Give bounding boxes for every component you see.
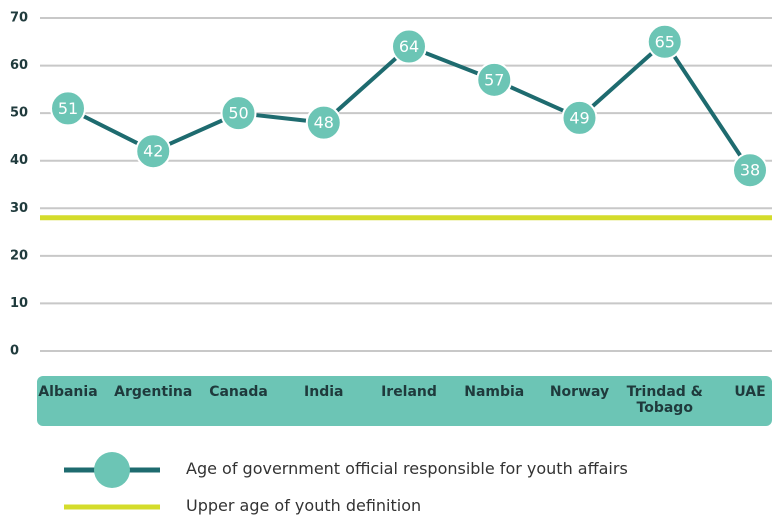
x-tick-label: Canada	[209, 384, 268, 400]
x-tick-label: UAE	[734, 384, 766, 400]
x-tick-label: Nambia	[464, 384, 525, 400]
category-band	[37, 376, 772, 426]
data-label: 64	[399, 37, 419, 56]
x-tick-label: Norway	[549, 384, 610, 400]
legend-label: Age of government official responsible f…	[186, 459, 628, 478]
data-label: 38	[740, 161, 760, 180]
marker	[561, 99, 598, 136]
marker	[50, 90, 86, 127]
data-label: 48	[314, 113, 334, 132]
marker	[732, 152, 768, 189]
data-label: 65	[655, 32, 675, 51]
y-tick-label: 70	[10, 11, 28, 26]
data-label: 51	[58, 99, 78, 118]
x-tick-label: Albania	[38, 384, 98, 400]
data-label: 49	[569, 108, 589, 127]
y-tick-label: 50	[10, 106, 28, 121]
marker	[135, 133, 172, 170]
y-tick-label: 40	[10, 153, 28, 168]
legend-label: Upper age of youth definition	[186, 496, 422, 515]
marker	[391, 28, 427, 65]
legend-marker	[94, 452, 130, 488]
x-tick-label: India	[304, 384, 344, 400]
x-tick-label: Argentina	[114, 384, 193, 400]
y-tick-label: 20	[10, 248, 28, 263]
y-tick-label: 60	[10, 58, 28, 73]
data-label: 42	[143, 142, 163, 161]
y-tick-label: 10	[10, 296, 28, 311]
data-label: 50	[228, 104, 248, 123]
marker	[476, 61, 513, 98]
y-tick-label: 0	[10, 344, 19, 359]
marker	[305, 104, 342, 141]
marker	[646, 23, 683, 60]
x-tick-label: Trindad & Tobago	[626, 384, 703, 416]
data-label: 57	[484, 70, 504, 89]
x-tick-label: Ireland	[381, 384, 437, 400]
marker	[220, 95, 257, 132]
y-tick-label: 30	[10, 201, 28, 216]
